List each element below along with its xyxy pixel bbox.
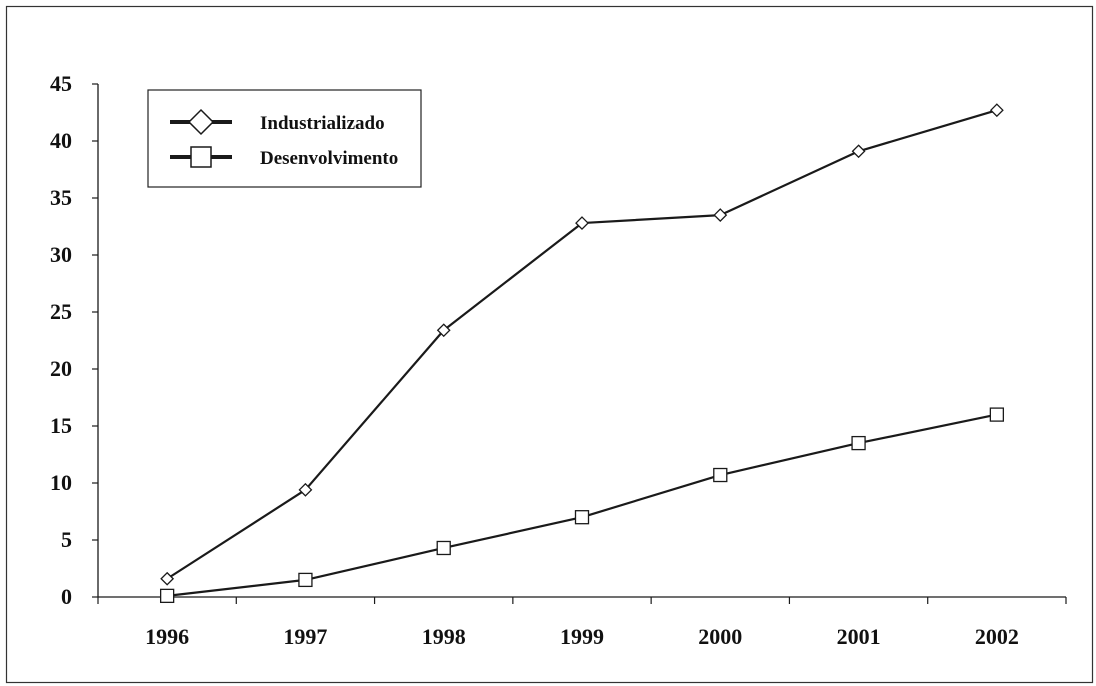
x-axis-ticks: 1996 1997 1998 1999 2000 2001 2002 bbox=[97, 597, 1067, 649]
data-point-diamond bbox=[989, 103, 1004, 118]
series-industrializado bbox=[160, 103, 1004, 586]
y-tick-label: 5 bbox=[61, 527, 72, 552]
data-point-square bbox=[159, 588, 175, 604]
y-axis-ticks: 0 5 10 15 20 25 30 35 40 45 bbox=[50, 71, 98, 609]
data-point-square bbox=[436, 540, 451, 556]
data-point-square bbox=[574, 510, 590, 525]
y-tick-label: 25 bbox=[50, 299, 72, 324]
series-layer bbox=[159, 103, 1005, 604]
data-point-diamond bbox=[713, 208, 728, 223]
data-point-diamond bbox=[575, 216, 589, 230]
legend-marker-diamond bbox=[187, 108, 215, 136]
data-point-square bbox=[851, 435, 866, 451]
x-tick-label: 1999 bbox=[560, 624, 604, 649]
data-point-square bbox=[989, 407, 1005, 422]
y-tick-label: 0 bbox=[61, 584, 72, 609]
data-point-diamond bbox=[851, 144, 866, 159]
data-point-diamond bbox=[298, 482, 313, 497]
data-point-diamond bbox=[436, 323, 451, 338]
x-tick-label: 1997 bbox=[283, 624, 327, 649]
legend-box bbox=[147, 89, 422, 188]
axes bbox=[97, 84, 1066, 598]
y-tick-label: 20 bbox=[50, 356, 72, 381]
legend-label-desenvolvimento: Desenvolvimento bbox=[260, 148, 398, 169]
x-tick-label: 2001 bbox=[837, 624, 881, 649]
y-tick-label: 30 bbox=[50, 242, 72, 267]
legend-marker-square bbox=[190, 146, 212, 168]
y-tick-label: 40 bbox=[50, 128, 72, 153]
x-tick-label: 1998 bbox=[422, 624, 466, 649]
legend-label-industrializado: Industrializado bbox=[260, 113, 385, 134]
y-tick-label: 15 bbox=[50, 413, 72, 438]
y-tick-label: 35 bbox=[50, 185, 72, 210]
data-point-square bbox=[298, 572, 313, 588]
data-point-square bbox=[713, 467, 728, 483]
data-point-diamond bbox=[160, 571, 175, 586]
x-tick-label: 1996 bbox=[145, 624, 189, 649]
x-tick-label: 2000 bbox=[698, 624, 742, 649]
y-tick-label: 10 bbox=[50, 470, 72, 495]
legend: Industrializado Desenvolvimento bbox=[147, 89, 422, 188]
series-desenvolvimento bbox=[159, 407, 1005, 604]
x-tick-label: 2002 bbox=[975, 624, 1019, 649]
y-tick-label: 45 bbox=[50, 71, 72, 96]
